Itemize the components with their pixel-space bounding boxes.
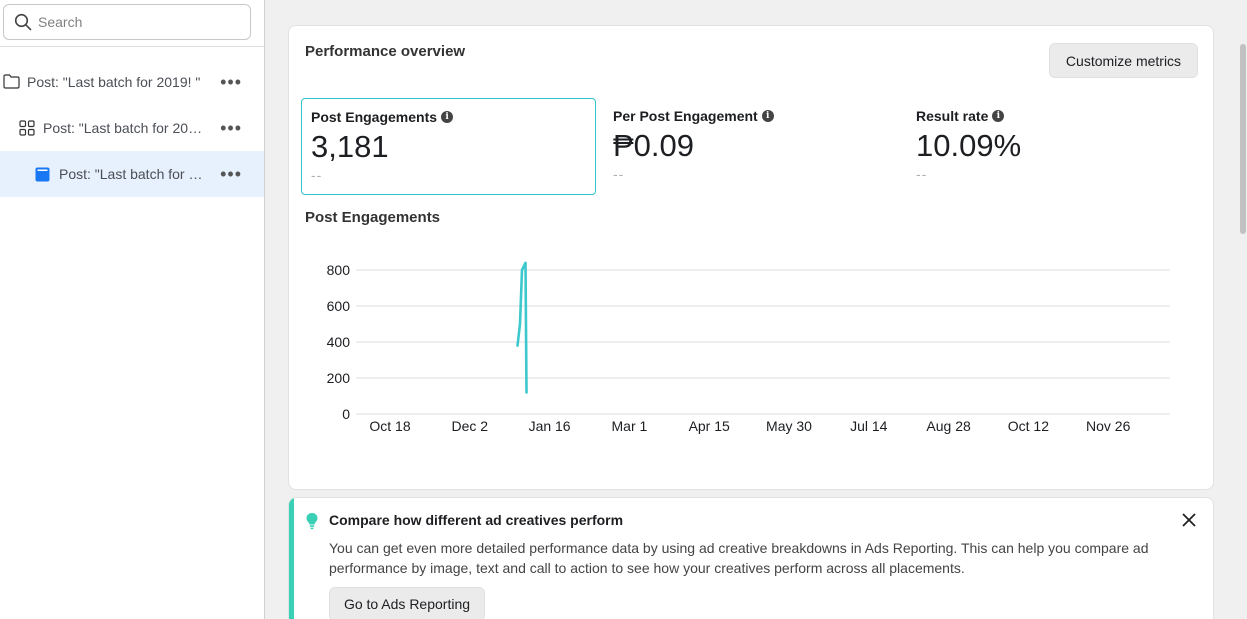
x-tick-label: May 30 bbox=[766, 418, 812, 434]
tree-item-label: Post: "Last batch for 2019! " bbox=[27, 74, 201, 90]
page-scrollbar[interactable] bbox=[1239, 0, 1247, 619]
info-icon[interactable]: i bbox=[761, 110, 774, 122]
sidebar-divider bbox=[0, 46, 264, 47]
x-tick-label: Mar 1 bbox=[612, 418, 648, 434]
info-icon[interactable]: i bbox=[992, 110, 1005, 122]
y-tick-label: 200 bbox=[327, 370, 351, 386]
y-tick-label: 400 bbox=[327, 334, 351, 350]
tree-item-label: Post: "Last batch for 2019! " bbox=[59, 166, 209, 182]
metric-result-rate[interactable]: Result rate i 10.09% -- bbox=[907, 98, 1202, 195]
metric-delta: -- bbox=[916, 166, 928, 182]
metric-delta: -- bbox=[311, 167, 323, 183]
lightbulb-icon bbox=[306, 513, 318, 530]
metric-label: Post Engagements bbox=[311, 109, 438, 125]
x-tick-label: Jan 16 bbox=[529, 418, 571, 434]
tree-item-label: Post: "Last batch for 2019! " bbox=[43, 120, 208, 136]
x-tick-label: Dec 2 bbox=[452, 418, 489, 434]
metric-label: Result rate bbox=[916, 108, 989, 124]
x-tick-label: Oct 18 bbox=[369, 418, 410, 434]
x-tick-label: Jul 14 bbox=[850, 418, 888, 434]
scrollbar-thumb[interactable] bbox=[1240, 44, 1246, 234]
performance-title: Performance overview bbox=[305, 43, 466, 60]
y-tick-label: 800 bbox=[327, 262, 351, 278]
search-input[interactable] bbox=[38, 14, 238, 30]
post-engagements-chart: 0 200 400 600 800 Oct 18 Dec 2 Jan 16 Mar 1 Apr 1… bbox=[327, 261, 1170, 434]
tree-item-campaign[interactable]: Post: "Last batch for 2019! " ••• bbox=[0, 59, 264, 105]
y-tick-label: 600 bbox=[327, 298, 351, 314]
x-tick-label: Nov 26 bbox=[1086, 418, 1131, 434]
more-options-icon[interactable]: ••• bbox=[220, 118, 242, 138]
go-to-ads-reporting-button[interactable]: Go to Ads Reporting bbox=[329, 587, 485, 619]
y-tick-label: 0 bbox=[342, 406, 350, 422]
performance-card: Performance overview Customize metrics P… bbox=[288, 25, 1214, 490]
metric-value: ₱0.09 bbox=[613, 128, 695, 163]
more-options-icon[interactable]: ••• bbox=[220, 164, 242, 184]
tree-item-ad[interactable]: Post: "Last batch for 2019! " ••• bbox=[0, 151, 264, 197]
tip-card: Compare how different ad creatives perfo… bbox=[288, 497, 1214, 619]
customize-metrics-button[interactable]: Customize metrics bbox=[1049, 43, 1198, 78]
search-icon bbox=[14, 13, 32, 31]
metric-post-engagements[interactable]: Post Engagements i 3,181 -- bbox=[301, 98, 596, 195]
metric-value: 3,181 bbox=[311, 129, 389, 164]
folder-icon bbox=[3, 74, 20, 89]
tip-accent-bar bbox=[289, 498, 294, 619]
search-box[interactable] bbox=[3, 4, 251, 40]
metric-label: Per Post Engagement bbox=[613, 108, 758, 124]
info-icon[interactable]: i bbox=[441, 111, 454, 123]
more-options-icon[interactable]: ••• bbox=[220, 72, 242, 92]
ad-icon bbox=[35, 167, 50, 182]
metric-value: 10.09% bbox=[916, 128, 1022, 163]
series-line bbox=[516, 261, 528, 394]
tree-item-adset[interactable]: Post: "Last batch for 2019! " ••• bbox=[0, 105, 264, 151]
sidebar: Post: "Last batch for 2019! " ••• Post: … bbox=[0, 0, 265, 619]
metric-delta: -- bbox=[613, 166, 625, 182]
x-tick-label: Aug 28 bbox=[926, 418, 971, 434]
metric-per-post-engagement[interactable]: Per Post Engagement i ₱0.09 -- bbox=[604, 98, 899, 195]
grid-icon bbox=[19, 120, 35, 136]
chart-title: Post Engagements bbox=[305, 209, 441, 226]
tip-body: You can get even more detailed performan… bbox=[329, 540, 1149, 576]
tip-title: Compare how different ad creatives perfo… bbox=[329, 512, 624, 528]
close-icon[interactable] bbox=[1181, 512, 1197, 528]
x-tick-label: Apr 15 bbox=[689, 418, 730, 434]
x-tick-label: Oct 12 bbox=[1008, 418, 1049, 434]
